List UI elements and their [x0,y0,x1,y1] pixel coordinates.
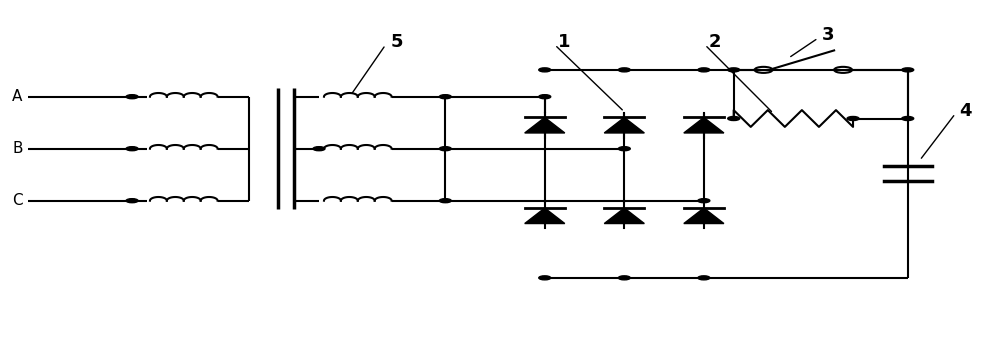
Circle shape [698,68,710,72]
Circle shape [126,199,138,203]
Text: 4: 4 [959,102,972,120]
Polygon shape [604,117,644,133]
Polygon shape [525,208,565,224]
Text: 1: 1 [558,33,570,51]
Circle shape [698,276,710,280]
Text: A: A [12,89,23,104]
Polygon shape [604,208,644,224]
Circle shape [618,68,630,72]
Circle shape [539,276,551,280]
Polygon shape [684,117,724,133]
Circle shape [847,117,859,120]
Circle shape [618,276,630,280]
Circle shape [902,68,914,72]
Circle shape [902,117,914,120]
Circle shape [539,68,551,72]
Polygon shape [684,208,724,224]
Text: B: B [12,141,23,156]
Circle shape [539,95,551,99]
Circle shape [126,95,138,99]
Text: 5: 5 [391,33,403,51]
Circle shape [439,95,451,99]
Circle shape [728,117,740,120]
Polygon shape [525,117,565,133]
Circle shape [698,199,710,203]
Text: C: C [12,193,23,208]
Circle shape [126,147,138,151]
Circle shape [618,147,630,151]
Circle shape [313,147,325,151]
Circle shape [728,68,740,72]
Text: 3: 3 [822,26,835,44]
Circle shape [439,147,451,151]
Circle shape [439,199,451,203]
Text: 2: 2 [709,33,721,51]
